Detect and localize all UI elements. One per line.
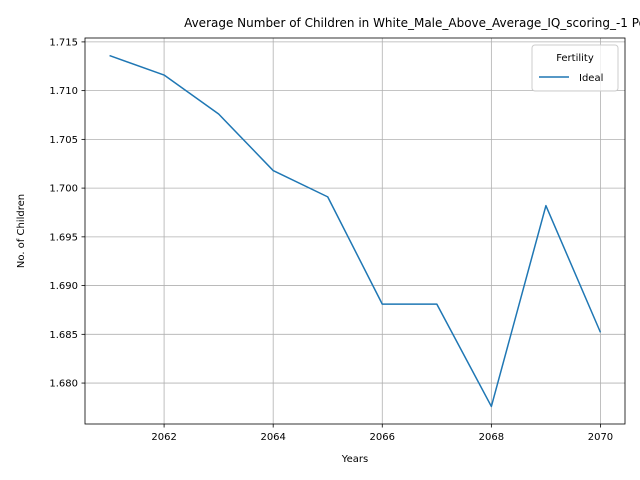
y-tick-label: 1.680 bbox=[49, 379, 78, 390]
plot-frame bbox=[84, 37, 626, 425]
y-axis-label: No. of Children bbox=[16, 194, 27, 268]
x-axis: 2062 2064 2066 2068 2070 bbox=[151, 424, 613, 443]
x-tick-label: 2066 bbox=[370, 432, 395, 443]
legend-entry-label: Ideal bbox=[579, 73, 603, 84]
legend-frame bbox=[531, 44, 619, 92]
legend-title: Fertility bbox=[556, 53, 594, 64]
x-tick-label: 2064 bbox=[260, 432, 285, 443]
grid bbox=[85, 38, 625, 424]
series-layer bbox=[109, 54, 602, 408]
x-tick-label: 2062 bbox=[151, 432, 176, 443]
chart-title: Average Number of Children in White_Male… bbox=[184, 16, 640, 30]
y-tick-label: 1.715 bbox=[49, 37, 78, 48]
y-tick-label: 1.700 bbox=[49, 184, 78, 195]
legend: Fertility Ideal bbox=[531, 44, 619, 92]
y-tick-label: 1.705 bbox=[49, 135, 78, 146]
x-axis-label: Years bbox=[341, 454, 368, 465]
y-tick-label: 1.690 bbox=[49, 281, 78, 292]
y-axis: 1.680 1.685 1.690 1.695 1.700 1.705 1.710 1.715 bbox=[49, 37, 85, 390]
y-tick-label: 1.695 bbox=[49, 232, 78, 243]
x-tick-label: 2068 bbox=[479, 432, 504, 443]
y-tick-label: 1.685 bbox=[49, 330, 78, 341]
x-tick-label: 2070 bbox=[588, 432, 613, 443]
series-line-ideal bbox=[109, 54, 602, 408]
y-tick-label: 1.710 bbox=[49, 86, 78, 97]
